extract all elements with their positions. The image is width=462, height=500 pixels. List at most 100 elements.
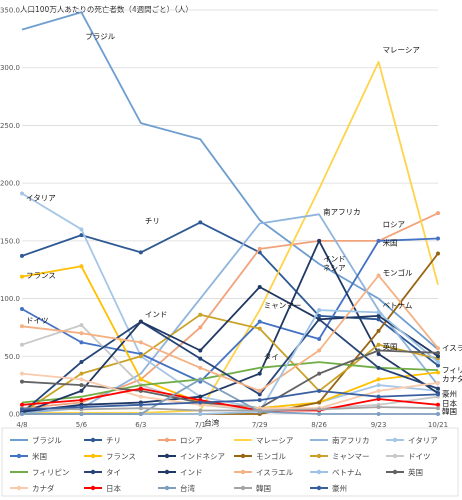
legend-swatch-marker xyxy=(392,469,398,475)
annotation-label: 豪州 xyxy=(442,389,457,399)
data-point xyxy=(376,238,381,243)
data-point xyxy=(436,211,440,216)
data-point xyxy=(376,383,381,388)
legend-label: 米国 xyxy=(32,451,47,461)
data-point xyxy=(79,227,84,232)
y-tick-label: 200.0 xyxy=(0,180,20,188)
legend-entry: 豪州 xyxy=(310,483,347,493)
data-point xyxy=(257,371,262,376)
data-point xyxy=(376,313,381,318)
legend-entry: イタリア xyxy=(386,436,438,445)
legend-label: 日本 xyxy=(106,483,121,493)
data-point xyxy=(138,319,143,324)
x-tick-label: 7/29 xyxy=(252,421,268,429)
legend-swatch-marker xyxy=(164,469,170,475)
x-tick-label: 9/23 xyxy=(371,421,387,429)
legend-label: ドイツ xyxy=(408,452,431,461)
series-南アフリカ xyxy=(21,213,439,414)
legend-label: ミャンマー xyxy=(332,452,370,461)
data-point xyxy=(138,406,143,411)
data-point xyxy=(376,273,381,278)
legend-label: ブラジル xyxy=(32,435,62,445)
legend-swatch-marker xyxy=(240,453,246,459)
legend-entry: ベトナム xyxy=(310,468,362,477)
annotation-label: ドイツ xyxy=(26,316,49,325)
data-point xyxy=(198,377,203,382)
data-point xyxy=(198,348,203,353)
series-line xyxy=(21,274,439,392)
data-point xyxy=(376,310,381,315)
x-tick-label: 5/6 xyxy=(76,421,88,429)
legend-swatch-marker xyxy=(240,485,246,491)
legend-swatch-marker xyxy=(164,453,170,459)
data-point xyxy=(198,365,203,370)
annotation-label: イスラエル xyxy=(442,344,462,353)
data-point xyxy=(20,342,24,347)
legend-swatch-marker xyxy=(90,485,96,491)
legend-label: モンゴル xyxy=(256,451,286,461)
legend-swatch-marker xyxy=(316,453,322,459)
annotation-label: マレーシア xyxy=(383,46,420,55)
data-point xyxy=(79,264,84,269)
legend-label: 台湾 xyxy=(180,483,195,493)
legend-entry: 英国 xyxy=(386,467,423,477)
legend-entry: ロシア xyxy=(158,436,203,445)
data-point xyxy=(317,238,322,243)
data-point xyxy=(198,220,203,225)
legend-swatch-marker xyxy=(316,469,322,475)
x-tick-label: 10/21 xyxy=(428,421,448,429)
data-point xyxy=(436,412,440,416)
series-line xyxy=(21,221,439,367)
data-point xyxy=(79,388,84,393)
series-チリ xyxy=(20,220,440,368)
data-point xyxy=(317,336,322,341)
data-point xyxy=(20,402,24,407)
data-point xyxy=(79,323,84,328)
data-point xyxy=(79,371,84,376)
series-line xyxy=(21,389,439,411)
legend-entry: インドネシア xyxy=(158,452,225,461)
y-tick-label: 350.0 xyxy=(0,7,20,15)
legend-swatch-marker xyxy=(16,485,22,491)
legend-entry: ドイツ xyxy=(386,452,431,461)
series-line xyxy=(21,192,439,410)
legend-entry: 日本 xyxy=(84,483,121,493)
legend-entry: 台湾 xyxy=(158,483,195,493)
series-line xyxy=(21,361,439,404)
data-point xyxy=(138,394,143,399)
data-point xyxy=(79,405,84,410)
legend-entry: モンゴル xyxy=(234,451,286,461)
annotation-label: モンゴル xyxy=(383,267,413,277)
data-point xyxy=(20,407,24,412)
legend-entry: ブラジル xyxy=(10,435,62,445)
data-point xyxy=(436,360,440,365)
data-point xyxy=(20,412,24,416)
annotation-label: 台湾 xyxy=(204,418,219,428)
data-point xyxy=(317,407,322,412)
annotation-label: タイ xyxy=(264,353,279,362)
y-axis: 0.0 50.0 100.0 150.0 200.0 250.0 300.0 350.0 xyxy=(0,7,20,419)
data-point xyxy=(376,412,381,416)
data-point xyxy=(257,392,262,397)
data-point xyxy=(376,348,381,353)
data-point xyxy=(79,233,84,238)
legend-label: マレーシア xyxy=(256,436,293,445)
data-point xyxy=(436,236,440,241)
data-point xyxy=(376,365,381,370)
x-tick-label: 4/8 xyxy=(16,421,27,429)
data-point xyxy=(198,408,203,413)
chart-title: 人口100万人あたりの死亡者数（4週間ごと）（人） xyxy=(20,4,193,14)
data-point xyxy=(317,412,322,416)
series-line xyxy=(22,378,438,415)
series-line xyxy=(21,406,439,412)
legend-label: ロシア xyxy=(180,436,203,445)
data-point xyxy=(317,388,322,393)
legend-swatch-marker xyxy=(90,453,96,459)
x-tick-label: 6/3 xyxy=(135,421,146,429)
legend-label: ベトナム xyxy=(332,468,362,477)
data-point xyxy=(436,350,440,355)
data-point xyxy=(198,412,203,416)
legend-label: イタリア xyxy=(408,436,438,445)
